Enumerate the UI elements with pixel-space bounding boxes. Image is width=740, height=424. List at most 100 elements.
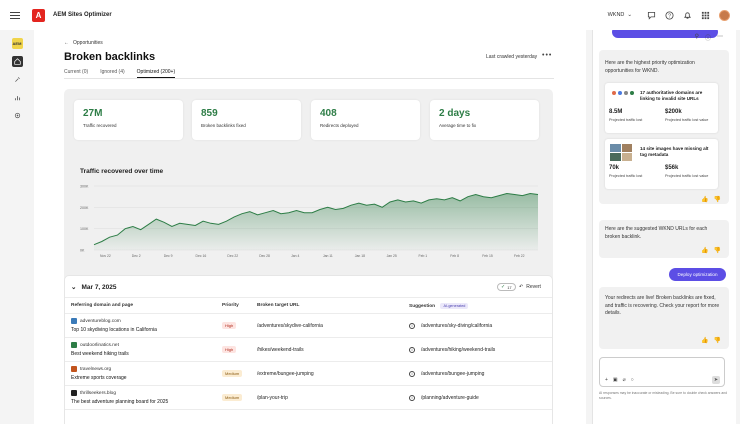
- opportunity-metric-label: Projected traffic lost value: [665, 118, 709, 122]
- kpi-value: 408: [320, 108, 337, 119]
- y-tick-label: 0K: [80, 249, 85, 253]
- suggested-url[interactable]: i/adventures/bungee-jumping: [409, 371, 484, 377]
- site-favicon-icon: [71, 318, 77, 324]
- tab-current[interactable]: Current (0): [64, 69, 89, 75]
- apps-grid-icon[interactable]: [701, 11, 710, 20]
- info-icon: i: [409, 347, 415, 353]
- thumbs-up-icon[interactable]: 👍: [701, 197, 709, 203]
- suggested-url[interactable]: i/adventures/hiking/weekend-trails: [409, 347, 495, 353]
- table-row[interactable]: travelnews.org Extreme sports coverage Med…: [65, 362, 552, 386]
- group-header: ⌄ Mar 7, 2025 ✓ 17 ↶ Revert: [65, 276, 552, 298]
- opportunity-metric: 8.5M: [609, 109, 623, 115]
- opportunities-message: Here are the highest priority optimizati…: [599, 50, 729, 204]
- site-favicon-icon: [71, 342, 77, 348]
- undo-icon: ↶: [519, 284, 524, 290]
- info-icon[interactable]: ⓘ: [704, 36, 711, 42]
- referring-page: Extreme sports coverage: [71, 375, 127, 381]
- referring-domain[interactable]: thrillseekers.blog: [71, 390, 116, 396]
- brand-badge[interactable]: AEM: [11, 38, 23, 49]
- assistant-toolbar: ⚲ ⓘ ⋯: [695, 33, 723, 42]
- opportunity-metric: $200k: [665, 109, 682, 115]
- pin-icon[interactable]: ⚲: [694, 34, 699, 40]
- referring-domain[interactable]: travelnews.org: [71, 366, 111, 372]
- y-tick-label: 200K: [80, 206, 89, 210]
- revert-button[interactable]: ↶ Revert: [519, 284, 541, 290]
- chevron-down-icon: ⌄: [71, 284, 77, 291]
- tools-icon[interactable]: [12, 74, 23, 85]
- opportunity-card-backlinks[interactable]: 17 authoritative domains are linking to …: [605, 83, 718, 133]
- domain-label: travelnews.org: [80, 366, 112, 372]
- kpi-card-traffic: 27M Traffic recovered: [74, 100, 183, 140]
- x-tick-label: Dec 2: [132, 254, 141, 258]
- feedback-thumbs: 👍 👎: [701, 247, 721, 254]
- thumbs-up-icon[interactable]: 👍: [701, 338, 709, 344]
- org-switcher[interactable]: WKND ⌄: [608, 12, 632, 18]
- back-to-opportunities-link[interactable]: ← Opportunities: [64, 40, 103, 46]
- priority-badge: Medium: [222, 370, 243, 377]
- table-row[interactable]: adventureblog.com Top 10 skydiving locati…: [65, 314, 552, 338]
- opportunity-tabs: Current (0) Ignored (4) Optimized (200+): [64, 69, 176, 78]
- more-actions-icon[interactable]: •••: [542, 52, 553, 59]
- x-tick-label: Feb 8: [450, 254, 459, 258]
- thumbs-down-icon[interactable]: 👎: [713, 338, 721, 344]
- main-content: ← Opportunities Broken backlinks Last cr…: [34, 30, 586, 424]
- table-header: Referring domain and page Priority Broke…: [65, 298, 552, 314]
- chart-title: Traffic recovered over time: [80, 168, 164, 175]
- tab-optimized[interactable]: Optimized (200+): [136, 69, 176, 78]
- top-bar: A AEM Sites Optimizer WKND ⌄ ?: [0, 0, 740, 30]
- assistant-input[interactable]: + ▣ ⌀ ○ ➤: [599, 357, 725, 387]
- priority-badge: High: [222, 322, 237, 329]
- kpi-label: Traffic recovered: [83, 123, 117, 128]
- link-chain-icon: [612, 91, 634, 95]
- assistant-prompt-chip[interactable]: [612, 30, 718, 38]
- thumbs-down-icon[interactable]: 👎: [713, 197, 721, 203]
- adobe-logo[interactable]: A: [32, 8, 45, 22]
- opportunity-metric-label: Projected traffic lost: [609, 174, 643, 178]
- suggested-url[interactable]: i/adventures/sky-diving/california: [409, 323, 492, 329]
- image-icon[interactable]: ▣: [612, 377, 618, 383]
- domain-label: thrillseekers.blog: [80, 390, 116, 396]
- tab-ignored[interactable]: Ignored (4): [100, 69, 125, 75]
- kpi-label: Redirects deployed: [320, 123, 359, 128]
- deploy-optimization-button[interactable]: Deploy optimization: [669, 268, 726, 281]
- thumbs-down-icon[interactable]: 👎: [713, 248, 721, 254]
- opportunity-metric: $56k: [665, 165, 679, 171]
- chat-icon[interactable]: [647, 11, 656, 20]
- col-priority: Priority: [222, 303, 239, 308]
- ai-assistant-panel: ⚲ ⓘ ⋯ Here are the highest priority opti…: [592, 30, 736, 424]
- kpi-card-redirects: 408 Redirects deployed: [311, 100, 420, 140]
- kpi-label: Average time to fix: [439, 123, 477, 128]
- referring-domain[interactable]: adventureblog.com: [71, 318, 121, 324]
- mic-icon[interactable]: ○: [630, 377, 634, 383]
- domain-label: adventureblog.com: [80, 318, 121, 324]
- opportunity-card-alt-tags[interactable]: 14 site images have missing alt tag meta…: [605, 139, 718, 189]
- arrow-left-icon: ←: [64, 40, 69, 46]
- feedback-thumbs: 👍 👎: [701, 196, 721, 203]
- info-icon: i: [409, 371, 415, 377]
- chevron-down-icon: ⌄: [627, 12, 632, 18]
- help-icon[interactable]: ?: [665, 10, 674, 20]
- suggested-url[interactable]: i/planning/adventure-guide: [409, 395, 479, 401]
- thumbs-up-icon[interactable]: 👍: [701, 248, 709, 254]
- menu-icon[interactable]: [10, 11, 20, 19]
- send-icon[interactable]: ➤: [712, 376, 720, 384]
- table-row[interactable]: thrillseekers.blog The best adventure pla…: [65, 386, 552, 410]
- attach-icon[interactable]: ⌀: [622, 377, 626, 383]
- more-icon[interactable]: ⋯: [717, 34, 723, 40]
- home-icon[interactable]: [11, 56, 23, 67]
- settings-icon[interactable]: [12, 110, 23, 121]
- bell-icon[interactable]: [683, 11, 692, 20]
- priority-badge: High: [222, 346, 237, 353]
- table-row[interactable]: outdoorlinatics.net Best weekend hiking t…: [65, 338, 552, 362]
- priority-badge: Medium: [222, 394, 243, 401]
- opportunity-title: 14 site images have missing alt tag meta…: [640, 146, 709, 157]
- group-toggle[interactable]: ⌄ Mar 7, 2025: [71, 283, 117, 292]
- area-fill: [94, 193, 538, 250]
- reports-icon[interactable]: [12, 92, 23, 103]
- left-rail: AEM: [0, 30, 34, 424]
- referring-domain[interactable]: outdoorlinatics.net: [71, 342, 119, 348]
- add-icon[interactable]: +: [605, 377, 608, 383]
- kpi-value: 27M: [83, 108, 103, 119]
- user-avatar[interactable]: [719, 9, 730, 21]
- suggested-urls-message: Here are the suggested WKND URLs for eac…: [599, 220, 729, 258]
